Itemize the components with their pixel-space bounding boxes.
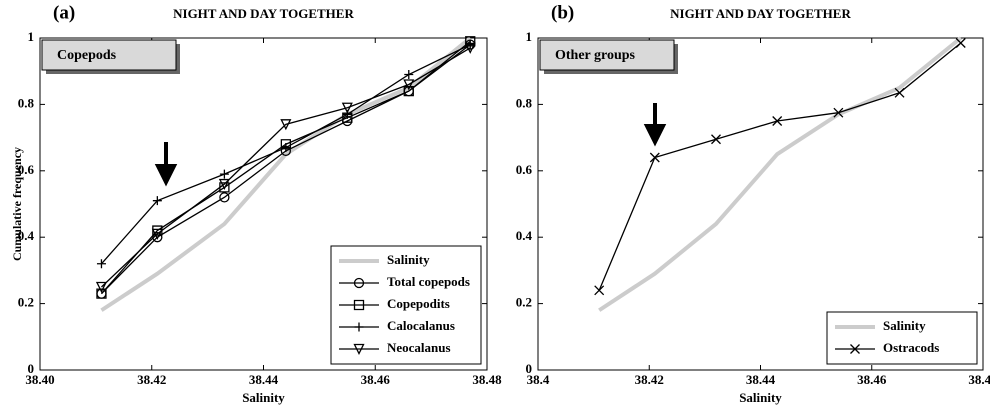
- panel-group-label: Other groups: [555, 48, 636, 63]
- arrow: [154, 142, 178, 187]
- point: [404, 70, 414, 80]
- legend-label: Copepodits: [387, 296, 450, 311]
- arrow: [643, 103, 667, 147]
- x-axis-label: Salinity: [739, 390, 782, 405]
- chart-title: NIGHT AND DAY TOGETHER: [173, 6, 354, 21]
- chart-title: NIGHT AND DAY TOGETHER: [670, 6, 851, 21]
- legend-marker: [353, 299, 365, 311]
- x-tick-label: 38.44: [746, 372, 776, 387]
- point: [281, 143, 291, 153]
- legend-label: Neocalanus: [387, 340, 451, 355]
- point: [833, 107, 844, 118]
- x-tick-label: 38.48: [472, 372, 502, 387]
- y-axis-label: Cumulative frequency: [10, 147, 24, 261]
- x-tick-label: 38.46: [361, 372, 391, 387]
- point: [894, 87, 905, 98]
- point: [95, 281, 108, 293]
- x-axis-label: Salinity: [242, 390, 285, 405]
- y-tick-label: 0.6: [516, 162, 533, 177]
- y-tick-label: 0.6: [18, 162, 35, 177]
- label-box: [41, 39, 177, 71]
- point: [772, 116, 783, 126]
- y-tick-label: 1: [526, 29, 533, 44]
- point: [152, 196, 162, 206]
- x-tick-label: 38.48: [968, 372, 990, 387]
- point: [594, 285, 605, 296]
- x-tick-label: 38.4: [527, 372, 550, 387]
- point: [649, 152, 660, 163]
- legend: [826, 311, 978, 365]
- legend-label: Salinity: [387, 252, 430, 267]
- point: [341, 102, 353, 114]
- panel-group-label: Copepods: [57, 48, 117, 63]
- legend-marker: [353, 277, 365, 289]
- point: [152, 225, 163, 236]
- x-tick-label: 38.40: [25, 372, 54, 387]
- point: [219, 169, 229, 179]
- point: [218, 178, 230, 191]
- legend-label: Ostracods: [883, 340, 939, 355]
- point: [711, 134, 721, 145]
- x-tick-label: 38.44: [249, 372, 279, 387]
- legend-marker: [353, 343, 365, 355]
- x-tick-label: 38.46: [857, 372, 887, 387]
- point: [955, 38, 966, 48]
- y-tick-label: 0: [526, 361, 533, 376]
- panel-label: (b): [551, 2, 574, 23]
- x-tick-label: 38.42: [635, 372, 664, 387]
- y-tick-label: 0.2: [18, 295, 34, 310]
- y-tick-label: 0.8: [516, 95, 533, 110]
- series-line: [101, 47, 471, 288]
- y-tick-label: 0.8: [18, 95, 35, 110]
- series-line: [598, 36, 963, 312]
- point: [151, 228, 163, 240]
- label-box: [539, 39, 675, 71]
- y-tick-label: 1: [28, 29, 35, 44]
- y-tick-label: 0.4: [516, 228, 533, 243]
- y-tick-label: 0.2: [516, 295, 532, 310]
- point: [96, 259, 106, 269]
- point: [280, 139, 291, 150]
- point: [219, 192, 230, 203]
- point: [280, 119, 292, 131]
- panel-label: (a): [53, 2, 75, 23]
- legend-marker: [850, 344, 860, 354]
- point: [465, 40, 475, 50]
- y-tick-label: 0: [28, 361, 35, 376]
- point: [403, 79, 415, 91]
- legend-label: Total copepods: [387, 274, 470, 289]
- y-tick-label: 0.4: [18, 228, 35, 243]
- legend-label: Salinity: [883, 318, 926, 333]
- x-tick-label: 38.42: [137, 372, 166, 387]
- legend-label: Calocalanus: [387, 318, 455, 333]
- legend-marker: [354, 322, 364, 332]
- point: [464, 42, 476, 54]
